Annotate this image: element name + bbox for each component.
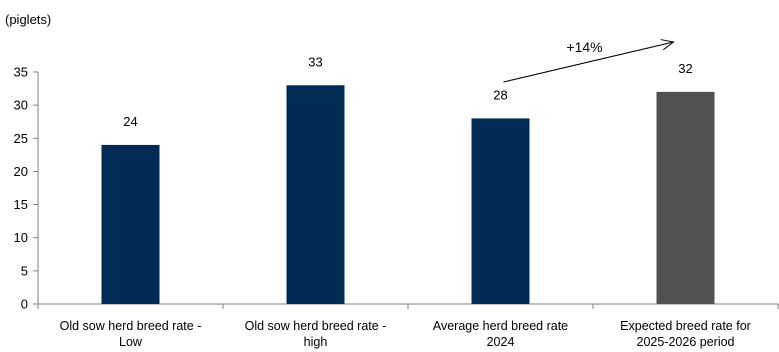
growth-arrow-head — [660, 39, 675, 51]
growth-annotation: +14% — [503, 39, 675, 83]
bars — [101, 85, 715, 305]
growth-arrow-line — [503, 41, 674, 83]
y-tick-label: 15 — [14, 197, 28, 212]
bar — [101, 144, 160, 304]
y-unit-label: (piglets) — [5, 12, 51, 27]
y-tick-label: 25 — [14, 131, 28, 146]
category-label: 2024 — [487, 335, 515, 349]
y-tick-label: 35 — [14, 65, 28, 80]
growth-annotation-label: +14% — [566, 39, 602, 55]
data-label: 33 — [308, 54, 322, 69]
bar — [286, 85, 345, 304]
data-label: 24 — [123, 114, 137, 129]
bar — [471, 118, 530, 305]
category-label: Average herd breed rate — [433, 319, 568, 333]
category-label: Expected breed rate for — [620, 319, 751, 333]
y-tick-label: 20 — [14, 164, 28, 179]
y-tick-label: 0 — [21, 297, 28, 312]
y-tick-label: 10 — [14, 230, 28, 245]
category-label: high — [304, 335, 328, 349]
y-tick-label: 5 — [21, 263, 28, 278]
category-label: Old sow herd breed rate - — [245, 319, 387, 333]
data-label: 28 — [493, 87, 507, 102]
category-label: 2025-2026 period — [637, 335, 735, 349]
category-label: Old sow herd breed rate - — [60, 319, 202, 333]
data-label: 32 — [678, 61, 692, 76]
bar — [656, 91, 715, 304]
category-label: Low — [119, 335, 143, 349]
category-labels: Old sow herd breed rate - Low Old sow herd… — [60, 319, 751, 349]
data-labels: 24 33 28 32 — [123, 54, 692, 129]
y-tick-label: 30 — [14, 98, 28, 113]
y-axis: 0 5 10 15 20 25 30 35 — [14, 65, 39, 312]
x-axis — [37, 303, 779, 309]
